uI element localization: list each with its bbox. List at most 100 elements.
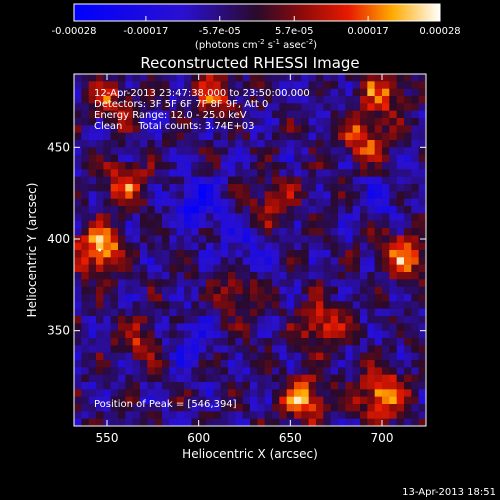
heatmap-cell — [418, 213, 426, 221]
heatmap-cell — [184, 330, 192, 339]
heatmap-cell — [286, 235, 295, 243]
heatmap-cell — [360, 411, 368, 419]
heatmap-cell — [250, 81, 258, 89]
heatmap-cell — [374, 389, 383, 397]
heatmap-cell — [154, 81, 163, 89]
heatmap-cell — [279, 272, 287, 280]
heatmap-cell — [404, 88, 412, 97]
heatmap-cell — [360, 316, 368, 324]
heatmap-cell — [184, 191, 192, 199]
heatmap-cell — [404, 411, 412, 419]
heatmap-cell — [220, 352, 229, 361]
heatmap-cell — [169, 184, 177, 192]
heatmap-cell — [250, 242, 258, 251]
heatmap-cell — [396, 103, 405, 111]
heatmap-cell — [272, 301, 280, 309]
colorbar-units: (photons cm-2 s-1 asec-2) — [195, 38, 317, 51]
heatmap-cell — [213, 88, 221, 97]
heatmap-cell — [250, 294, 258, 302]
heatmap-cell — [220, 338, 229, 346]
heatmap-cell — [228, 330, 236, 339]
heatmap-cell — [301, 235, 309, 243]
heatmap-cell — [213, 191, 221, 199]
heatmap-cell — [191, 191, 199, 199]
heatmap-cell — [374, 279, 383, 287]
heatmap-cell — [264, 184, 273, 192]
heatmap-cell — [191, 96, 199, 104]
heatmap-cell — [404, 213, 412, 221]
heatmap-cell — [81, 367, 89, 375]
heatmap-cell — [81, 176, 89, 185]
heatmap-cell — [118, 154, 126, 163]
heatmap-cell — [235, 162, 243, 170]
heatmap-cell — [257, 301, 265, 309]
heatmap-cell — [264, 250, 273, 258]
heatmap-cell — [169, 301, 177, 309]
heatmap-cell — [96, 162, 104, 170]
heatmap-cell — [418, 272, 426, 280]
heatmap-cell — [96, 272, 104, 280]
heatmap-cell — [235, 330, 243, 339]
heatmap-cell — [206, 206, 214, 214]
heatmap-cell — [272, 382, 280, 390]
heatmap-cell — [132, 213, 141, 221]
heatmap-cell — [418, 132, 426, 141]
heatmap-cell — [118, 220, 126, 229]
heatmap-cell — [154, 338, 163, 346]
heatmap-cell — [81, 147, 89, 155]
heatmap-cell — [88, 396, 97, 405]
heatmap-cell — [294, 132, 302, 141]
heatmap-cell — [367, 272, 375, 280]
heatmap-cell — [272, 213, 280, 221]
heatmap-cell — [235, 352, 243, 361]
heatmap-cell — [396, 374, 405, 383]
heatmap-cell — [308, 301, 317, 309]
heatmap-cell — [367, 228, 375, 236]
heatmap-cell — [88, 367, 97, 375]
heatmap-cell — [360, 125, 368, 133]
heatmap-cell — [206, 257, 214, 265]
heatmap-cell — [110, 323, 119, 331]
heatmap-cell — [352, 323, 361, 331]
heatmap-cell — [404, 147, 412, 155]
heatmap-cell — [374, 184, 383, 192]
heatmap-cell — [308, 140, 317, 148]
heatmap-cell — [316, 228, 324, 236]
heatmap-cell — [308, 411, 317, 419]
heatmap-cell — [96, 367, 104, 375]
heatmap-cell — [323, 147, 331, 155]
heatmap-cell — [132, 272, 141, 280]
heatmap-cell — [301, 125, 309, 133]
heatmap-cell — [338, 74, 346, 82]
heatmap-cell — [316, 118, 324, 126]
heatmap-cell — [140, 184, 148, 192]
heatmap-cell — [352, 154, 361, 163]
heatmap-cell — [411, 132, 419, 141]
heatmap-cell — [74, 323, 82, 331]
heatmap-cell — [74, 404, 82, 412]
heatmap-cell — [418, 206, 426, 214]
heatmap-cell — [308, 308, 317, 317]
heatmap-cell — [323, 345, 331, 353]
heatmap-cell — [118, 250, 126, 258]
heatmap-cell — [396, 404, 405, 412]
heatmap-cell — [389, 286, 397, 295]
heatmap-cell — [279, 213, 287, 221]
heatmap-cell — [264, 323, 273, 331]
heatmap-cell — [257, 74, 265, 82]
heatmap-cell — [360, 184, 368, 192]
heatmap-cell — [352, 411, 361, 419]
chart-title: Reconstructed RHESSI Image — [140, 54, 359, 72]
heatmap-cell — [169, 88, 177, 97]
heatmap-cell — [272, 169, 280, 177]
heatmap-cell — [382, 125, 390, 133]
heatmap-cell — [286, 147, 295, 155]
heatmap-cell — [96, 374, 104, 383]
heatmap-cell — [389, 220, 397, 229]
heatmap-cell — [125, 330, 133, 339]
heatmap-cell — [132, 184, 141, 192]
heatmap-cell — [81, 418, 89, 426]
heatmap-cell — [264, 294, 273, 302]
heatmap-cell — [228, 382, 236, 390]
